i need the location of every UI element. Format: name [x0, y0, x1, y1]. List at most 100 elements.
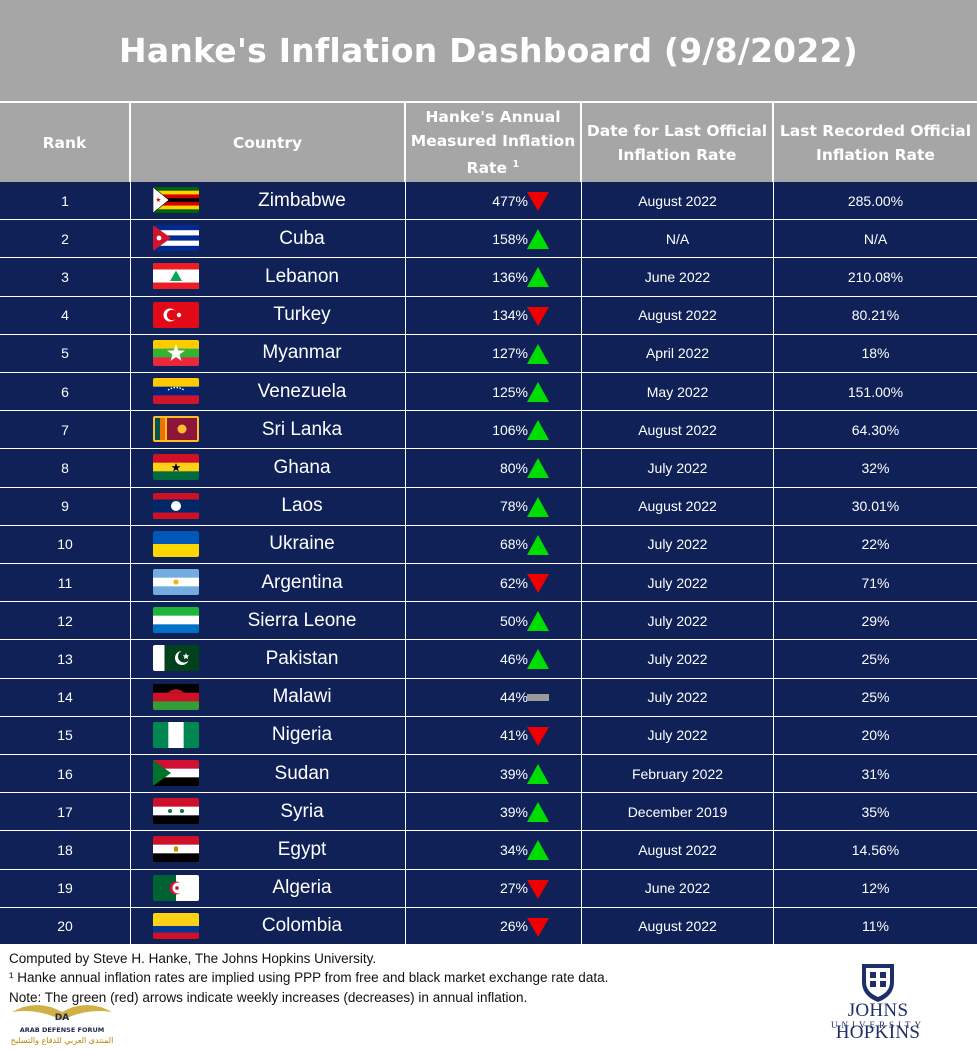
- header-rank: Rank: [0, 103, 131, 182]
- country-cell: Egypt: [131, 831, 406, 869]
- table-row: 6 Venezuela 125% May 2022 151.00%: [0, 373, 977, 412]
- table-row: 7 Sri Lanka 106% August 2022 64.30%: [0, 411, 977, 450]
- country-cell: Myanmar: [131, 334, 406, 372]
- argentina-flag-icon: [153, 569, 199, 595]
- header-official: Last Recorded Official Inflation Rate: [774, 103, 977, 182]
- official-rate-cell: 71%: [861, 574, 890, 591]
- footer-note: Note: The green (red) arrows indicate we…: [9, 990, 528, 1005]
- down-arrow-icon: [526, 190, 550, 212]
- sri-lanka-flag-icon: [153, 416, 199, 443]
- header-hanke-line1: Hanke's Annual: [425, 107, 561, 126]
- rank-cell: 20: [0, 907, 131, 945]
- rank-cell: 15: [0, 716, 131, 754]
- hanke-rate-value: 106%: [492, 421, 528, 438]
- country-name: Egypt: [277, 838, 327, 860]
- turkey-flag-icon: [153, 301, 199, 328]
- header-date-line1: Date for Last Official: [586, 121, 768, 140]
- footer-footnote: ¹ Hanke annual inflation rates are impli…: [9, 970, 609, 985]
- table-row: 12 Sierra Leone 50% July 2022 29%: [0, 602, 977, 641]
- table-row: 14 Malawi 44% July 2022 25%: [0, 678, 977, 717]
- date-cell: August 2022: [582, 296, 774, 334]
- official-rate-cell: 30.01%: [851, 498, 900, 515]
- rank-cell: 16: [0, 755, 131, 793]
- country-name: Sri Lanka: [261, 418, 343, 440]
- syria-flag-icon: [153, 798, 199, 825]
- hanke-rate-value: 136%: [492, 268, 528, 285]
- sierra-leone-flag-icon: [153, 607, 199, 634]
- date-cell: August 2022: [582, 907, 774, 945]
- country-name: Nigeria: [271, 724, 333, 746]
- table-row: 19 Algeria 27% June 2022 12%: [0, 869, 977, 908]
- hanke-rate-value: 78%: [499, 498, 528, 515]
- footer: Computed by Steve H. Hanke, The Johns Ho…: [0, 944, 977, 1050]
- hanke-rate-value: 127%: [492, 345, 528, 362]
- country-name: Lebanon: [265, 265, 339, 287]
- official-rate-cell: 80.21%: [851, 307, 900, 324]
- table-row: 5 Myanmar 127% April 2022 18%: [0, 334, 977, 373]
- ukraine-flag-icon: [153, 530, 199, 557]
- hanke-rate-value: 46%: [499, 650, 528, 667]
- official-rate-cell: 210.08%: [847, 268, 904, 285]
- hanke-rate-cell: 136%: [406, 258, 582, 296]
- date-cell: February 2022: [582, 755, 774, 793]
- rank-cell: 4: [0, 296, 131, 334]
- jhu-logo-sub: UNIVERSITY: [831, 1020, 925, 1030]
- watermark-line1: ARAB DEFENSE FORUM: [19, 1026, 105, 1034]
- date-cell: July 2022: [582, 716, 774, 754]
- header-date: Date for Last Official Inflation Rate: [582, 103, 774, 182]
- rank-cell: 13: [0, 640, 131, 678]
- country-name: Ukraine: [269, 533, 335, 555]
- hanke-rate-cell: 50%: [406, 602, 582, 640]
- hanke-rate-value: 27%: [499, 880, 528, 897]
- up-arrow-icon: [526, 648, 550, 670]
- date-cell: June 2022: [582, 258, 774, 296]
- country-name: Zimbabwe: [258, 189, 346, 211]
- rank-cell: 10: [0, 525, 131, 563]
- header-official-line2: Inflation Rate: [816, 145, 935, 164]
- hanke-rate-cell: 46%: [406, 640, 582, 678]
- official-rate-cell: 18%: [861, 345, 890, 362]
- watermark-line2: المنتدى العربي للدفاع والتسليح: [10, 1036, 114, 1045]
- hanke-rate-value: 44%: [499, 689, 528, 706]
- up-arrow-icon: [526, 381, 550, 403]
- hanke-rate-value: 158%: [492, 230, 528, 247]
- table-row: 4 Turkey 134% August 2022 80.21%: [0, 296, 977, 335]
- up-arrow-icon: [526, 839, 550, 861]
- ghana-flag-icon: [153, 454, 199, 481]
- hanke-rate-value: 41%: [499, 727, 528, 744]
- down-arrow-icon: [526, 572, 550, 594]
- country-cell: Cuba: [131, 220, 406, 258]
- table-row: 17 Syria 39% December 2019 35%: [0, 793, 977, 832]
- hanke-rate-cell: 39%: [406, 755, 582, 793]
- malawi-flag-icon: [153, 683, 199, 710]
- country-cell: Turkey: [131, 296, 406, 334]
- date-cell: August 2022: [582, 411, 774, 449]
- date-cell: August 2022: [582, 831, 774, 869]
- zimbabwe-flag-icon: [153, 187, 199, 213]
- official-rate-cell: 22%: [861, 536, 890, 553]
- official-rate-cell: 25%: [861, 689, 890, 706]
- up-arrow-icon: [526, 496, 550, 518]
- official-rate-cell: 31%: [861, 765, 890, 782]
- hanke-rate-cell: 78%: [406, 487, 582, 525]
- table-row: 16 Sudan 39% February 2022 31%: [0, 755, 977, 794]
- official-rate-cell: 12%: [861, 880, 890, 897]
- hanke-rate-cell: 80%: [406, 449, 582, 487]
- down-arrow-icon: [526, 878, 550, 900]
- rank-cell: 6: [0, 373, 131, 411]
- egypt-flag-icon: [153, 836, 199, 863]
- hanke-rate-value: 50%: [499, 612, 528, 629]
- laos-flag-icon: [153, 492, 199, 519]
- country-name: Sudan: [274, 762, 330, 784]
- country-cell: Sudan: [131, 755, 406, 793]
- table-row: 8 Ghana 80% July 2022 32%: [0, 449, 977, 488]
- table-row: 11 Argentina 62% July 2022 71%: [0, 564, 977, 603]
- official-rate-cell: 29%: [861, 612, 890, 629]
- hanke-rate-value: 39%: [499, 803, 528, 820]
- country-name: Argentina: [261, 571, 343, 593]
- date-cell: August 2022: [582, 487, 774, 525]
- title-bar: Hanke's Inflation Dashboard (9/8/2022): [0, 0, 977, 101]
- country-cell: Nigeria: [131, 716, 406, 754]
- date-cell: July 2022: [582, 602, 774, 640]
- country-name: Algeria: [272, 877, 332, 899]
